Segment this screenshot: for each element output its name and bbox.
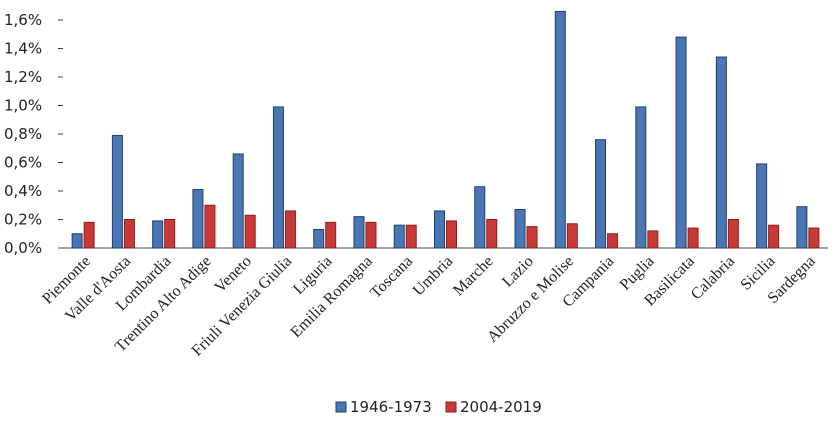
bar-series2 bbox=[526, 226, 538, 249]
bar-series2 bbox=[687, 227, 699, 249]
legend: 1946-1973 2004-2019 bbox=[335, 398, 542, 416]
bar-series2 bbox=[446, 220, 457, 249]
bar-series2 bbox=[808, 227, 820, 249]
bar-series1 bbox=[393, 224, 405, 249]
bar-series1 bbox=[514, 209, 526, 249]
bar-series1 bbox=[192, 189, 204, 249]
bar-series1 bbox=[675, 36, 687, 249]
bar-series1 bbox=[756, 163, 768, 249]
bar-series2 bbox=[123, 219, 135, 249]
bar-series2 bbox=[566, 223, 578, 249]
y-tick-label: 0,0% bbox=[4, 239, 42, 257]
legend-label: 2004-2019 bbox=[460, 398, 542, 416]
bar-series2 bbox=[244, 214, 256, 249]
y-tick-label: 0,2% bbox=[4, 211, 42, 229]
bar-series2 bbox=[204, 204, 216, 249]
bar-series2 bbox=[83, 221, 95, 249]
y-tick-label: 1,0% bbox=[4, 97, 42, 115]
y-tick-label: 0,4% bbox=[4, 182, 42, 200]
bar-series1 bbox=[353, 216, 365, 249]
y-tick-label: 1,6% bbox=[4, 11, 42, 29]
y-axis: 0,0% 0,2% 0,4% 0,6% 0,8% 1,0% 1,2% 1,4% 1,6% bbox=[4, 11, 63, 257]
bar-series2 bbox=[164, 219, 176, 249]
y-tick-label: 0,8% bbox=[4, 125, 42, 143]
x-tick-label: Toscana bbox=[367, 253, 416, 302]
x-tick-label: Lazio bbox=[499, 253, 537, 291]
bar-series1 bbox=[796, 206, 808, 249]
bars bbox=[71, 10, 820, 249]
bar-series2 bbox=[607, 233, 619, 249]
bar-series1 bbox=[434, 210, 445, 249]
y-tick-label: 1,4% bbox=[4, 40, 42, 58]
bar-series2 bbox=[325, 221, 337, 249]
bar-series1 bbox=[71, 233, 83, 249]
bar-series2 bbox=[486, 219, 498, 249]
legend-swatch bbox=[335, 401, 347, 413]
bar-series1 bbox=[474, 186, 486, 249]
bar-series2 bbox=[405, 224, 417, 249]
x-tick-label: Umbria bbox=[410, 253, 457, 300]
bar-series1 bbox=[635, 106, 647, 249]
y-tick-label: 1,2% bbox=[4, 68, 42, 86]
x-tick-label: Calabria bbox=[688, 253, 738, 303]
bar-series1 bbox=[232, 153, 244, 249]
bar-series1 bbox=[152, 220, 164, 249]
bar-series2 bbox=[365, 221, 377, 249]
bar-series2 bbox=[647, 230, 659, 249]
bar-series1 bbox=[272, 106, 284, 249]
y-tick-label: 0,6% bbox=[4, 154, 42, 172]
legend-swatch bbox=[445, 401, 457, 413]
bar-series2 bbox=[727, 219, 739, 249]
bar-series1 bbox=[313, 228, 325, 249]
bar-series2 bbox=[768, 224, 780, 249]
legend-label: 1946-1973 bbox=[350, 398, 432, 416]
bar-series1 bbox=[111, 134, 123, 249]
x-tick-label: Marche bbox=[450, 253, 497, 300]
bar-series2 bbox=[284, 210, 296, 249]
bar-series1 bbox=[554, 10, 566, 249]
bar-series1 bbox=[595, 139, 607, 249]
bar-series1 bbox=[715, 56, 727, 249]
